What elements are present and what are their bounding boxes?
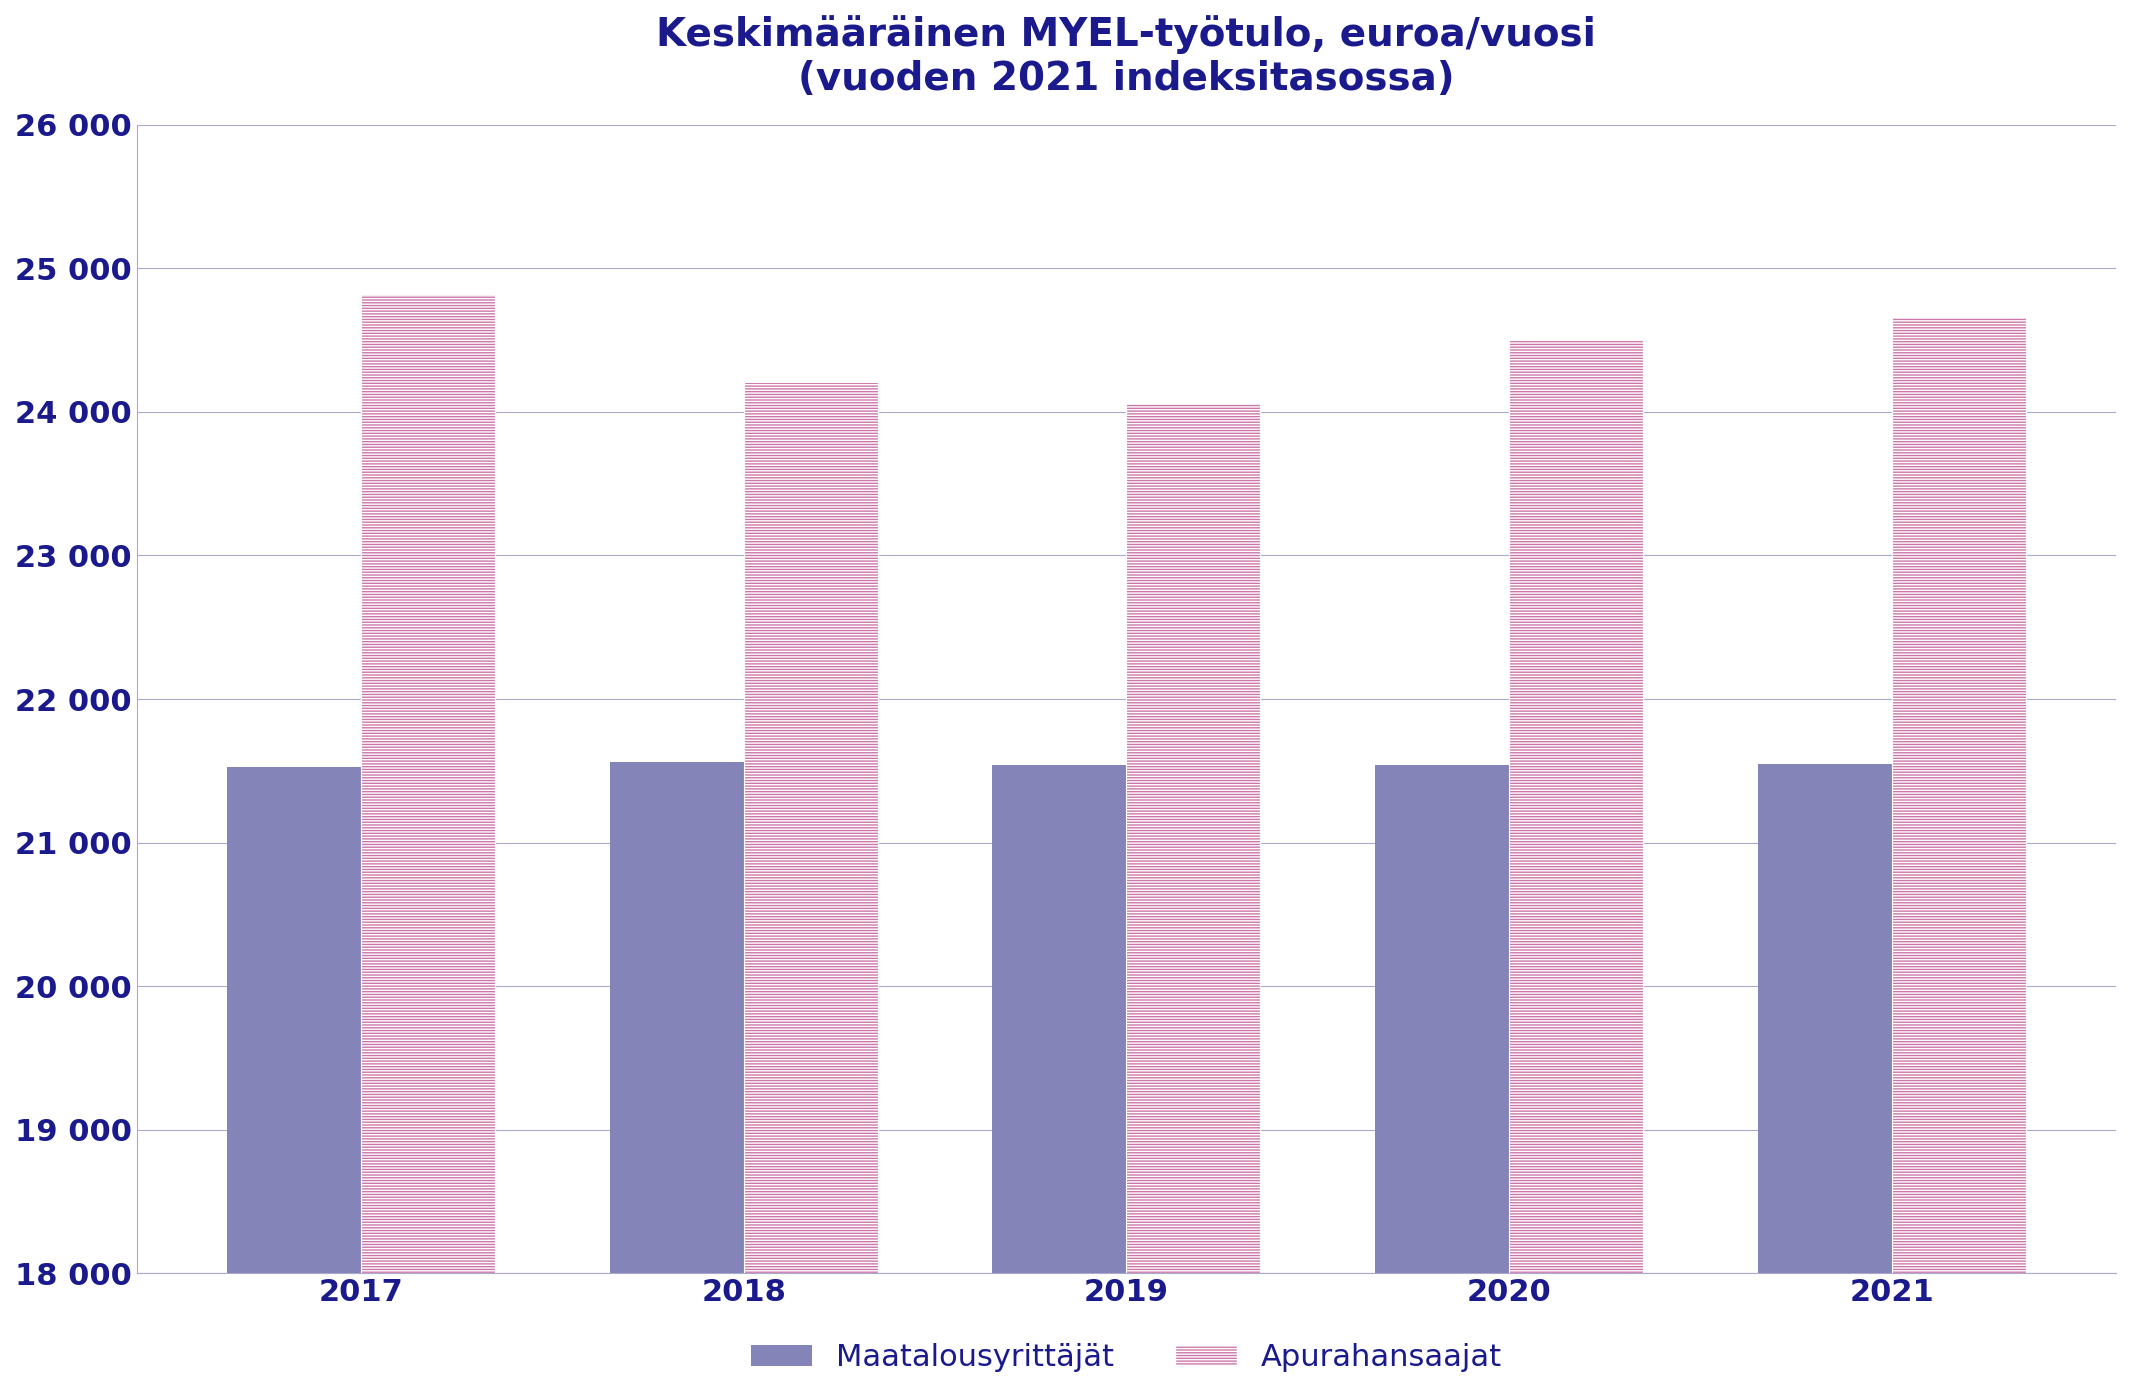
Title: Keskimääräinen MYEL-työtulo, euroa/vuosi
(vuoden 2021 indeksitasossa): Keskimääräinen MYEL-työtulo, euroa/vuosi… bbox=[656, 15, 1596, 97]
Bar bbox=[993, 765, 1127, 1273]
Bar bbox=[744, 381, 878, 1273]
Bar bbox=[226, 766, 360, 1273]
Bar bbox=[1892, 317, 2027, 1273]
Bar bbox=[1758, 764, 1892, 1273]
Bar bbox=[1509, 339, 1643, 1273]
Bar bbox=[360, 294, 494, 1273]
Legend: Maatalousyrittäjät, Apurahansaajat: Maatalousyrittäjät, Apurahansaajat bbox=[739, 1331, 1515, 1384]
Bar bbox=[609, 762, 744, 1273]
Bar bbox=[1374, 765, 1509, 1273]
Bar bbox=[1127, 403, 1259, 1273]
